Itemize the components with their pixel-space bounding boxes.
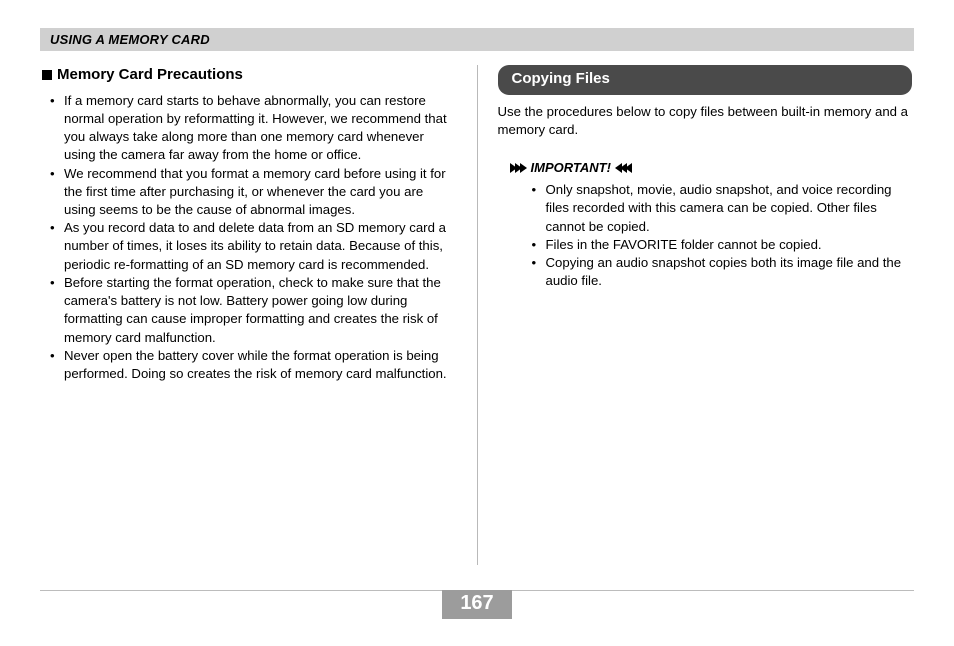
left-column: Memory Card Precautions If a memory card… [40, 65, 477, 565]
list-item: Files in the FAVORITE folder cannot be c… [538, 236, 913, 254]
important-label: IMPORTANT! [531, 159, 611, 177]
list-item: Never open the battery cover while the f… [56, 347, 457, 383]
section-header: USING A MEMORY CARD [40, 28, 914, 51]
section-header-text: USING A MEMORY CARD [50, 32, 210, 47]
list-item-text: As you record data to and delete data fr… [64, 220, 446, 271]
important-list: Only snapshot, movie, audio snapshot, an… [498, 181, 913, 290]
right-column: Copying Files Use the procedures below t… [478, 65, 915, 565]
list-item-text: If a memory card starts to behave abnorm… [64, 93, 447, 163]
page-footer: 167 [40, 590, 914, 620]
important-label-row: IMPORTANT! [510, 159, 913, 177]
list-item: We recommend that you format a memory ca… [56, 165, 457, 220]
list-item-text: We recommend that you format a memory ca… [64, 166, 446, 217]
list-item-text: Files in the FAVORITE folder cannot be c… [546, 237, 822, 252]
list-item: Only snapshot, movie, audio snapshot, an… [538, 181, 913, 236]
two-column-layout: Memory Card Precautions If a memory card… [40, 65, 914, 565]
list-item: Before starting the format operation, ch… [56, 274, 457, 347]
list-item-text: Only snapshot, movie, audio snapshot, an… [546, 182, 892, 233]
left-heading: Memory Card Precautions [42, 65, 457, 86]
triangle-left-icon [617, 163, 632, 173]
manual-page: USING A MEMORY CARD Memory Card Precauti… [0, 0, 954, 646]
list-item: Copying an audio snapshot copies both it… [538, 254, 913, 290]
square-bullet-icon [42, 70, 52, 80]
left-heading-text: Memory Card Precautions [57, 65, 243, 86]
list-item-text: Never open the battery cover while the f… [64, 348, 447, 381]
precautions-list: If a memory card starts to behave abnorm… [42, 92, 457, 384]
copying-files-heading: Copying Files [498, 65, 913, 95]
list-item-text: Before starting the format operation, ch… [64, 275, 441, 345]
page-number: 167 [442, 590, 511, 619]
list-item: As you record data to and delete data fr… [56, 219, 457, 274]
list-item: If a memory card starts to behave abnorm… [56, 92, 457, 165]
pill-text: Copying Files [512, 70, 610, 87]
list-item-text: Copying an audio snapshot copies both it… [546, 255, 902, 288]
triangle-right-icon [510, 163, 525, 173]
copying-files-intro: Use the procedures below to copy files b… [498, 103, 913, 139]
